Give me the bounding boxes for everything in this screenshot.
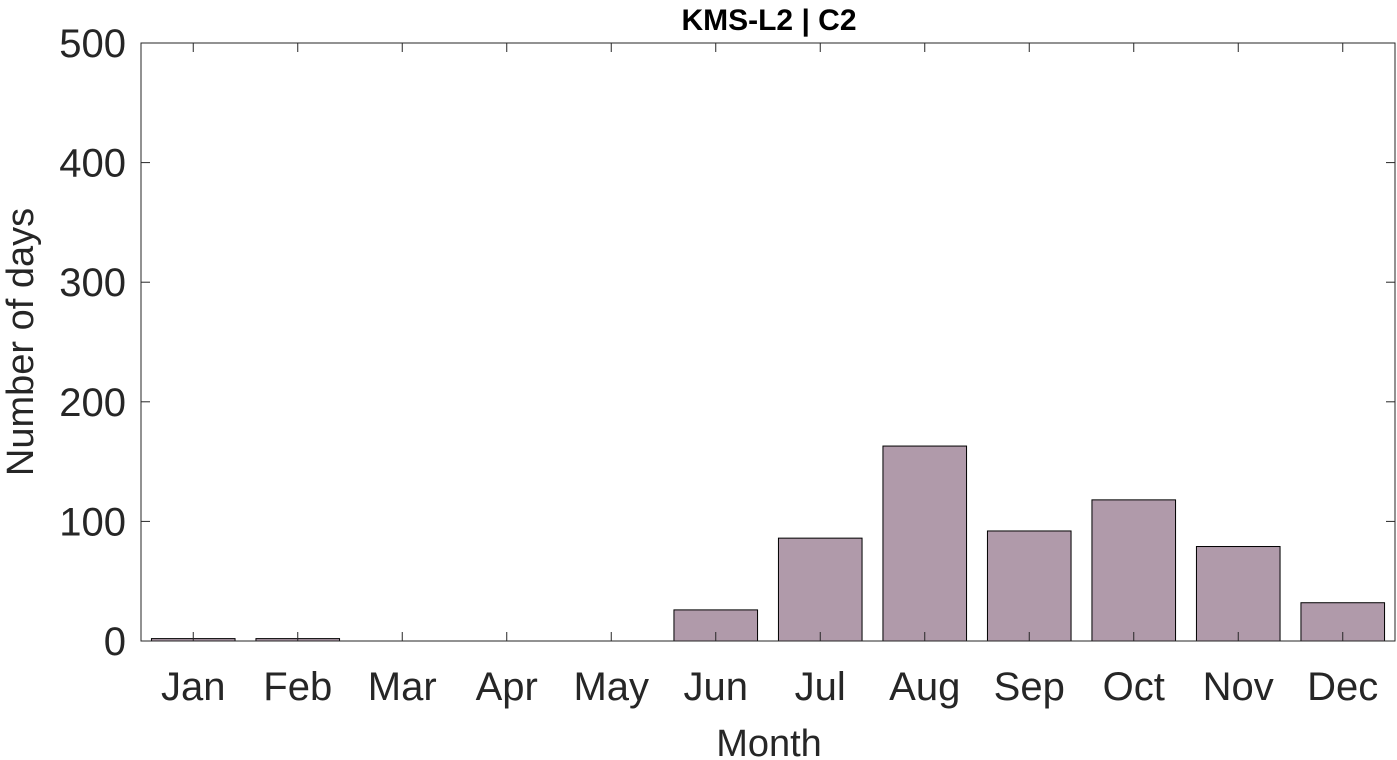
y-tick-label-0: 0 (104, 620, 126, 664)
x-tick-label-dec: Dec (1307, 665, 1378, 709)
y-axis-label: Number of days (0, 208, 42, 476)
x-tick-label-feb: Feb (263, 665, 332, 709)
bars-group (150, 445, 1386, 642)
bar-sep (986, 530, 1072, 642)
x-tick-label-jul: Jul (795, 665, 846, 709)
x-tick-label-may: May (573, 665, 649, 709)
y-tick-label-300: 300 (59, 261, 126, 305)
y-tick-label-200: 200 (59, 381, 126, 425)
x-tick-label-apr: Apr (476, 665, 538, 709)
x-tick-label-sep: Sep (994, 665, 1065, 709)
bar-aug (882, 445, 968, 642)
x-tick-label-nov: Nov (1203, 665, 1274, 709)
bar-oct (1091, 499, 1177, 642)
bar-jul (777, 537, 863, 642)
tick-labels-group: Jan Feb Mar Apr May Jun Jul Aug Sep Oct Nov Dec 0 100… (59, 22, 1378, 709)
x-tick-label-jan: Jan (161, 665, 226, 709)
y-tick-label-100: 100 (59, 500, 126, 544)
x-tick-label-oct: Oct (1103, 665, 1165, 709)
y-tick-label-500: 500 (59, 22, 126, 66)
x-tick-label-aug: Aug (889, 665, 960, 709)
plot-frame (140, 42, 1396, 642)
chart-title: KMS-L2 | C2 (681, 4, 856, 37)
y-tick-label-400: 400 (59, 142, 126, 186)
x-tick-label-mar: Mar (368, 665, 437, 709)
x-axis-label: Month (716, 723, 822, 760)
x-tick-label-jun: Jun (684, 665, 749, 709)
bar-nov (1195, 546, 1281, 642)
